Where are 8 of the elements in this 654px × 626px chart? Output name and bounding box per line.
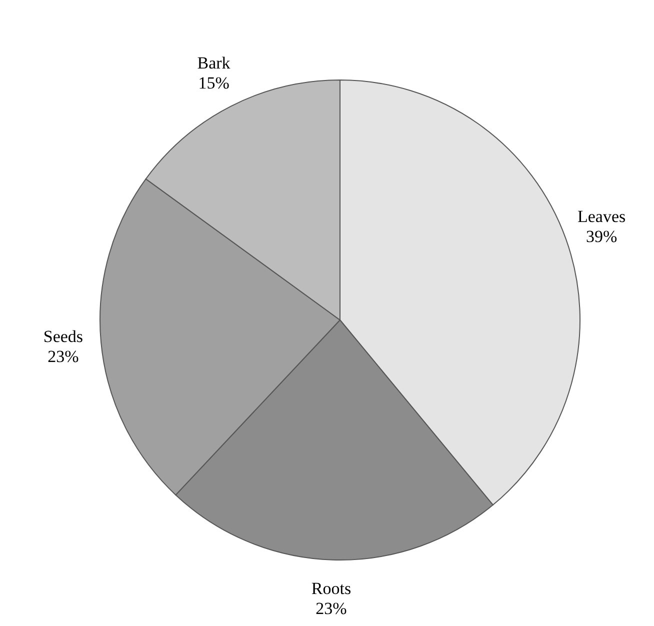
data-label: 23% — [48, 347, 79, 366]
data-label: 39% — [586, 226, 618, 246]
slice-label: Bark — [197, 53, 231, 72]
slice-label: Leaves — [577, 206, 626, 226]
data-label: 23% — [316, 598, 347, 618]
data-label: 15% — [198, 73, 230, 92]
slice-label: Seeds — [43, 327, 84, 346]
slice-label: Roots — [311, 578, 352, 598]
